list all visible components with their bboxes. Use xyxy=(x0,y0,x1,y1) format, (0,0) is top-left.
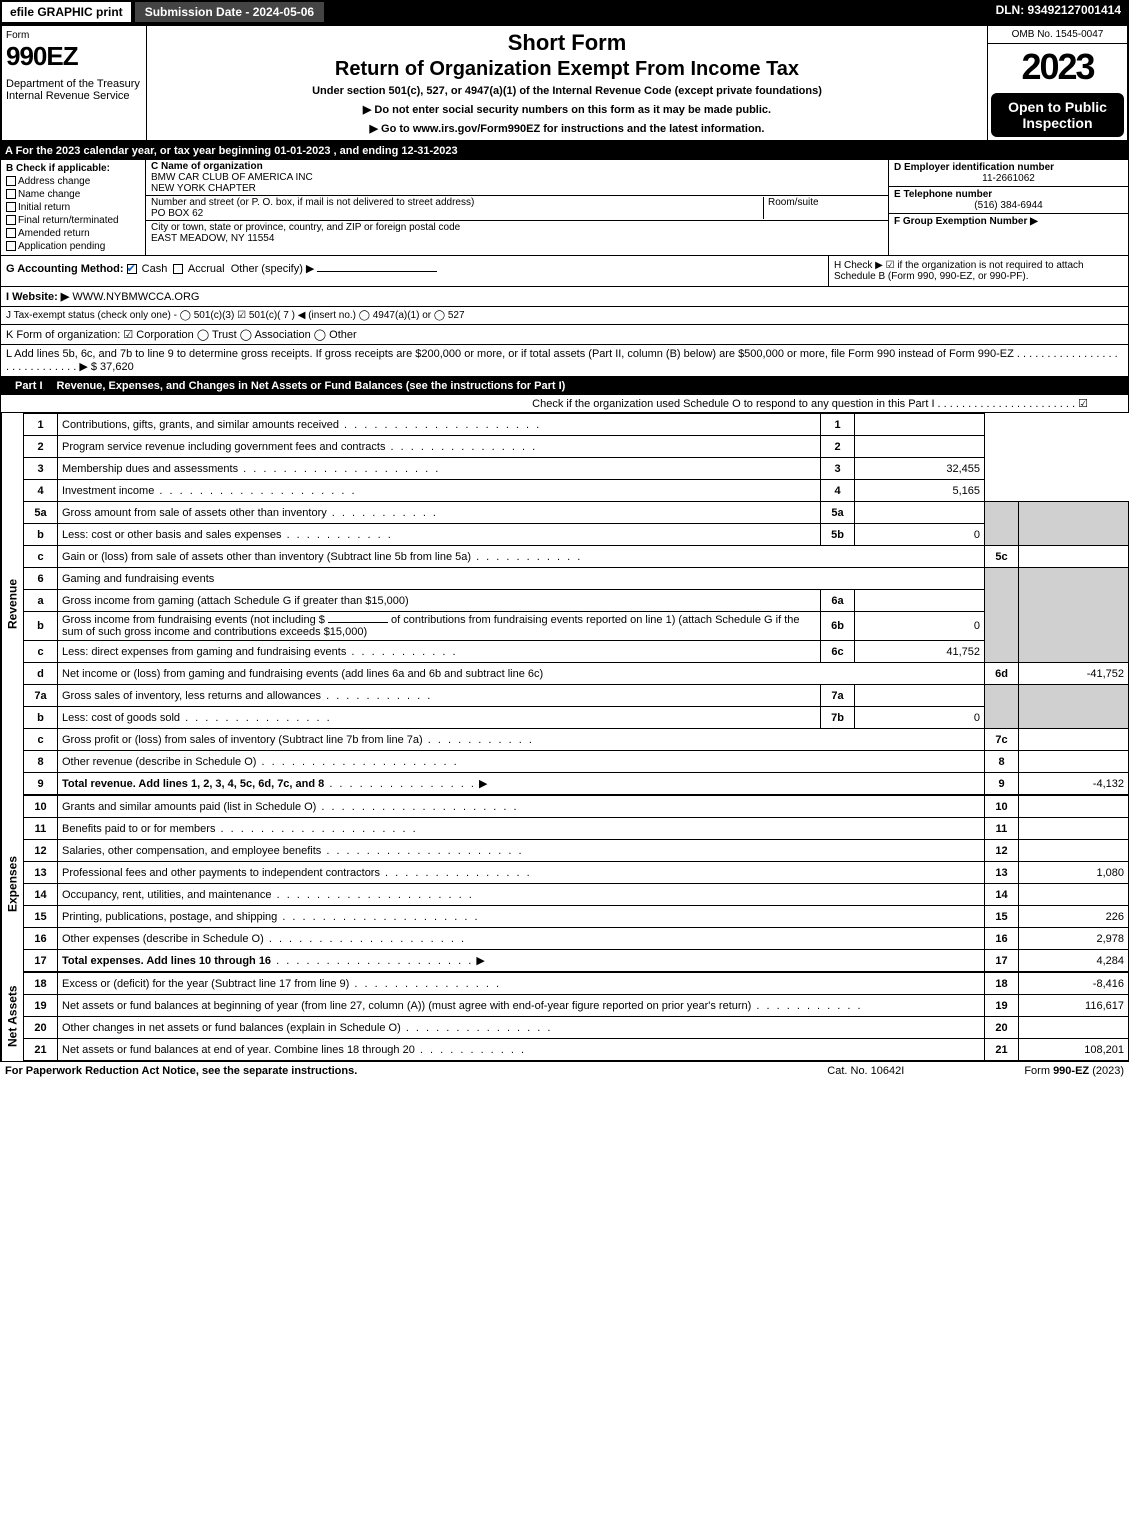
line-16: 16Other expenses (describe in Schedule O… xyxy=(24,928,1129,950)
chk-cash[interactable] xyxy=(127,264,137,274)
line-6c: cLess: direct expenses from gaming and f… xyxy=(24,641,1129,663)
form-header: Form 990EZ Department of the Treasury In… xyxy=(0,24,1129,142)
chk-final-return[interactable]: Final return/terminated xyxy=(6,215,140,226)
part-1-title: Revenue, Expenses, and Changes in Net As… xyxy=(57,380,1122,392)
line-20: 20Other changes in net assets or fund ba… xyxy=(24,1017,1129,1039)
header-left: Form 990EZ Department of the Treasury In… xyxy=(2,26,147,140)
line-5b: bLess: cost or other basis and sales exp… xyxy=(24,524,1129,546)
c-addr-label: Number and street (or P. O. box, if mail… xyxy=(151,197,763,208)
line-19: 19Net assets or fund balances at beginni… xyxy=(24,995,1129,1017)
part-1-header: Part I Revenue, Expenses, and Changes in… xyxy=(0,377,1129,395)
phone-value: (516) 384-6944 xyxy=(894,200,1123,211)
open-public-inspection: Open to Public Inspection xyxy=(991,93,1124,137)
net-assets-vertical-label: Net Assets xyxy=(1,972,23,1061)
line-4: 4Investment income45,165 xyxy=(24,480,1129,502)
line-12: 12Salaries, other compensation, and empl… xyxy=(24,840,1129,862)
section-h-schedule-b: H Check ▶ ☑ if the organization is not r… xyxy=(828,256,1128,286)
line-6d: dNet income or (loss) from gaming and fu… xyxy=(24,663,1129,685)
section-j-tax-exempt: J Tax-exempt status (check only one) - ◯… xyxy=(0,307,1129,325)
title-short-form: Short Form xyxy=(155,30,979,56)
line-3: 3Membership dues and assessments332,455 xyxy=(24,458,1129,480)
org-address: PO BOX 62 xyxy=(151,208,763,219)
line-14: 14Occupancy, rent, utilities, and mainte… xyxy=(24,884,1129,906)
section-i-website: I Website: ▶ WWW.NYBMWCCA.ORG xyxy=(0,287,1129,307)
section-b-checkboxes: B Check if applicable: Address change Na… xyxy=(1,160,146,255)
dln-label: DLN: 93492127001414 xyxy=(988,0,1129,24)
f-group-label: F Group Exemption Number ▶ xyxy=(894,216,1123,227)
line-7b: bLess: cost of goods sold7b0 xyxy=(24,707,1129,729)
line-2: 2Program service revenue including gover… xyxy=(24,436,1129,458)
paperwork-reduction-notice: For Paperwork Reduction Act Notice, see … xyxy=(5,1065,827,1077)
line-13: 13Professional fees and other payments t… xyxy=(24,862,1129,884)
line-7a: 7aGross sales of inventory, less returns… xyxy=(24,685,1129,707)
line-11: 11Benefits paid to or for members11 xyxy=(24,818,1129,840)
tax-year: 2023 xyxy=(988,44,1127,90)
line-1: 1Contributions, gifts, grants, and simil… xyxy=(24,414,1129,436)
line-15: 15Printing, publications, postage, and s… xyxy=(24,906,1129,928)
expenses-section: Expenses 10Grants and similar amounts pa… xyxy=(0,795,1129,972)
line-5a: 5aGross amount from sale of assets other… xyxy=(24,502,1129,524)
gross-receipts-value: 37,620 xyxy=(100,361,134,373)
part-1-check-o-line: Check if the organization used Schedule … xyxy=(0,395,1129,413)
efile-print-label[interactable]: efile GRAPHIC print xyxy=(0,0,133,24)
form-label: Form xyxy=(6,30,142,41)
line-18: 18Excess or (deficit) for the year (Subt… xyxy=(24,973,1129,995)
net-assets-section: Net Assets 18Excess or (deficit) for the… xyxy=(0,972,1129,1061)
form-number: 990EZ xyxy=(6,41,142,72)
chk-amended-return[interactable]: Amended return xyxy=(6,228,140,239)
header-right: OMB No. 1545-0047 2023 Open to Public In… xyxy=(987,26,1127,140)
chk-initial-return[interactable]: Initial return xyxy=(6,202,140,213)
omb-number: OMB No. 1545-0047 xyxy=(988,26,1127,44)
title-main: Return of Organization Exempt From Incom… xyxy=(155,58,979,81)
line-6b: bGross income from fundraising events (n… xyxy=(24,612,1129,641)
chk-name-change[interactable]: Name change xyxy=(6,189,140,200)
org-city: EAST MEADOW, NY 11554 xyxy=(151,233,883,244)
line-10: 10Grants and similar amounts paid (list … xyxy=(24,796,1129,818)
section-b-label: B Check if applicable: xyxy=(6,163,140,174)
d-ein-label: D Employer identification number xyxy=(894,162,1123,173)
line-5c: cGain or (loss) from sale of assets othe… xyxy=(24,546,1129,568)
c-city-label: City or town, state or province, country… xyxy=(151,222,883,233)
website-value[interactable]: WWW.NYBMWCCA.ORG xyxy=(72,291,199,303)
section-a-calendar-year: A For the 2023 calendar year, or tax yea… xyxy=(0,142,1129,160)
org-name: BMW CAR CLUB OF AMERICA INC NEW YORK CHA… xyxy=(151,172,883,194)
subtitle-under-section: Under section 501(c), 527, or 4947(a)(1)… xyxy=(155,85,979,97)
sections-b-through-f: B Check if applicable: Address change Na… xyxy=(0,160,1129,256)
section-c-org-info: C Name of organization BMW CAR CLUB OF A… xyxy=(146,160,888,255)
line-6a: aGross income from gaming (attach Schedu… xyxy=(24,590,1129,612)
section-g-accounting: G Accounting Method: Cash Accrual Other … xyxy=(1,256,828,286)
revenue-vertical-label: Revenue xyxy=(1,413,23,795)
ein-value: 11-2661062 xyxy=(894,173,1123,184)
sections-g-h: G Accounting Method: Cash Accrual Other … xyxy=(0,256,1129,287)
line-8: 8Other revenue (describe in Schedule O)8 xyxy=(24,751,1129,773)
line-6: 6Gaming and fundraising events xyxy=(24,568,1129,590)
section-l-gross-receipts: L Add lines 5b, 6c, and 7b to line 9 to … xyxy=(0,345,1129,377)
e-phone-label: E Telephone number xyxy=(894,189,1123,200)
cat-number: Cat. No. 10642I xyxy=(827,1065,904,1077)
revenue-section: Revenue 1Contributions, gifts, grants, a… xyxy=(0,413,1129,795)
c-name-label: C Name of organization xyxy=(151,161,883,172)
section-d-e-f: D Employer identification number 11-2661… xyxy=(888,160,1128,255)
section-k-form-of-org: K Form of organization: ☑ Corporation ◯ … xyxy=(0,325,1129,345)
line-21: 21Net assets or fund balances at end of … xyxy=(24,1039,1129,1061)
form-footer-label: Form 990-EZ (2023) xyxy=(1024,1065,1124,1077)
chk-application-pending[interactable]: Application pending xyxy=(6,241,140,252)
line-7c: cGross profit or (loss) from sales of in… xyxy=(24,729,1129,751)
line-9: 9Total revenue. Add lines 1, 2, 3, 4, 5c… xyxy=(24,773,1129,795)
page-footer: For Paperwork Reduction Act Notice, see … xyxy=(0,1061,1129,1080)
top-bar: efile GRAPHIC print Submission Date - 20… xyxy=(0,0,1129,24)
submission-date: Submission Date - 2024-05-06 xyxy=(133,0,326,24)
chk-accrual[interactable] xyxy=(173,264,183,274)
subtitle-ssn-warning: ▶ Do not enter social security numbers o… xyxy=(155,103,979,116)
chk-address-change[interactable]: Address change xyxy=(6,176,140,187)
expenses-vertical-label: Expenses xyxy=(1,795,23,972)
header-center: Short Form Return of Organization Exempt… xyxy=(147,26,987,140)
department-label: Department of the Treasury Internal Reve… xyxy=(6,78,142,102)
room-suite-label: Room/suite xyxy=(763,197,883,219)
subtitle-goto-link[interactable]: ▶ Go to www.irs.gov/Form990EZ for instru… xyxy=(155,122,979,135)
part-1-label: Part I xyxy=(7,380,51,392)
line-17: 17Total expenses. Add lines 10 through 1… xyxy=(24,950,1129,972)
